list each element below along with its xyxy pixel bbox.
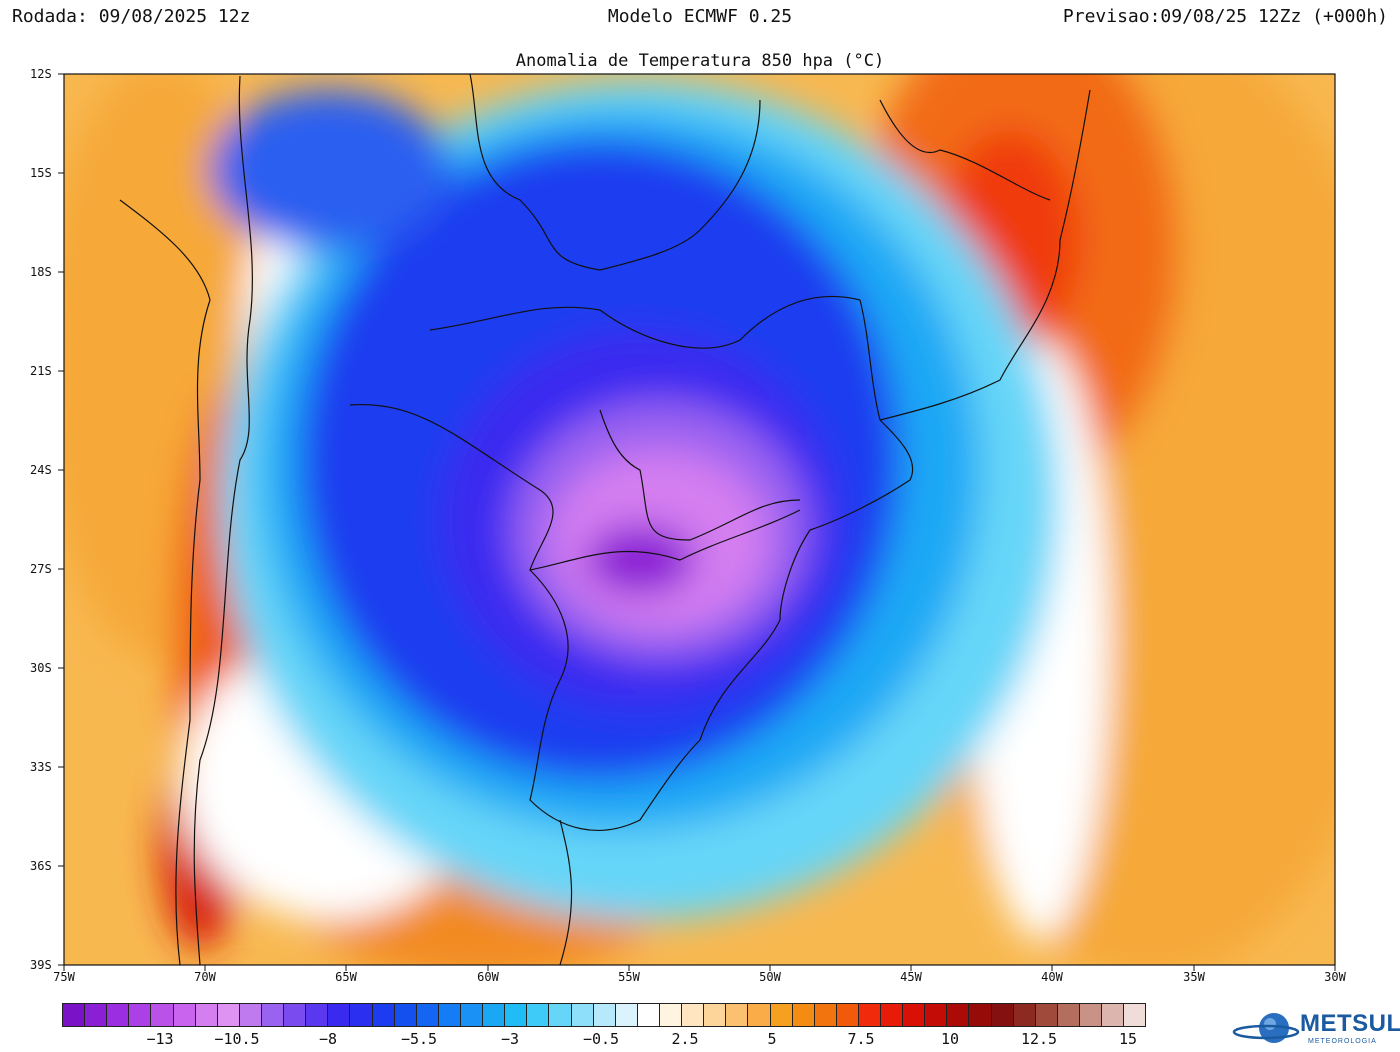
color-swatch <box>770 1004 793 1026</box>
color-swatch <box>261 1004 285 1026</box>
model-label: Modelo ECMWF 0.25 <box>607 6 793 27</box>
color-swatch <box>195 1004 218 1026</box>
color-swatch <box>1057 1004 1081 1026</box>
color-scale-label: −13 <box>146 1030 174 1048</box>
lat-label: 15S <box>30 166 52 180</box>
color-swatch <box>792 1004 815 1026</box>
color-swatch <box>460 1004 484 1026</box>
color-swatch <box>173 1004 196 1026</box>
color-swatch <box>63 1004 86 1026</box>
axis-ticks <box>58 73 1336 971</box>
color-swatch <box>682 1004 705 1026</box>
lon-label: 65W <box>335 970 357 984</box>
lon-label: 30W <box>1324 970 1346 984</box>
color-swatch <box>881 1004 904 1026</box>
color-scale-label: 2.5 <box>671 1030 699 1048</box>
color-swatch <box>328 1004 351 1026</box>
color-scale-label: −5.5 <box>400 1030 438 1048</box>
color-swatch <box>505 1004 528 1026</box>
lon-label: 45W <box>900 970 922 984</box>
color-swatch <box>438 1004 461 1026</box>
color-swatch <box>416 1004 439 1026</box>
lat-label: 27S <box>30 562 52 576</box>
color-scale-label: −8 <box>318 1030 338 1048</box>
temperature-field <box>64 74 1335 965</box>
color-swatch <box>1102 1004 1125 1026</box>
color-swatch <box>284 1004 307 1026</box>
map-title: Anomalia de Temperatura 850 hpa (°C) <box>515 51 885 71</box>
lat-label: 18S <box>30 265 52 279</box>
map-frame <box>63 73 1336 966</box>
color-swatch <box>527 1004 550 1026</box>
color-swatch <box>903 1004 926 1026</box>
logo-wordmark: METSUL <box>1300 1010 1400 1037</box>
color-swatch <box>107 1004 130 1026</box>
color-swatch <box>394 1004 417 1026</box>
globe-icon <box>1232 1013 1300 1043</box>
color-scale-label: −3 <box>500 1030 520 1048</box>
color-swatch <box>704 1004 727 1026</box>
color-swatch <box>969 1004 992 1026</box>
lat-label: 30S <box>30 661 52 675</box>
color-swatch <box>239 1004 262 1026</box>
lat-label: 36S <box>30 859 52 873</box>
lon-label: 55W <box>618 970 640 984</box>
forecast-time-label: Previsao:09/08/25 12Zz (+000h) <box>1062 6 1388 27</box>
color-swatch <box>1013 1004 1036 1026</box>
lon-label: 35W <box>1183 970 1205 984</box>
color-swatch <box>549 1004 572 1026</box>
color-swatch <box>748 1004 771 1026</box>
lon-label: 60W <box>477 970 499 984</box>
color-scale-label: 12.5 <box>1020 1030 1058 1048</box>
lat-label: 39S <box>30 958 52 972</box>
run-time-label: Rodada: 09/08/2025 12z <box>12 6 251 27</box>
color-swatch <box>1035 1004 1058 1026</box>
map-borders <box>119 74 1091 965</box>
lat-label: 24S <box>30 463 52 477</box>
color-swatch <box>991 1004 1014 1026</box>
color-scale-label: 5 <box>767 1030 777 1048</box>
color-swatch <box>1080 1004 1103 1026</box>
color-swatch <box>659 1004 683 1026</box>
color-swatch <box>306 1004 329 1026</box>
color-scale-label: 10 <box>940 1030 960 1048</box>
color-swatch <box>615 1004 638 1026</box>
color-scale-label: −10.5 <box>214 1030 260 1048</box>
lat-label: 33S <box>30 760 52 774</box>
color-swatch <box>726 1004 749 1026</box>
color-swatch <box>925 1004 948 1026</box>
color-scale-label: 7.5 <box>847 1030 875 1048</box>
color-swatch <box>1124 1004 1146 1026</box>
color-swatch <box>129 1004 152 1026</box>
color-swatch <box>85 1004 108 1026</box>
anomaly-map <box>58 73 1336 971</box>
lon-label: 70W <box>194 970 216 984</box>
metsul-logo: METSUL METEOROLOGIA <box>1232 1008 1400 1048</box>
color-scale-label: 15 <box>1118 1030 1138 1048</box>
logo-subtitle: METEOROLOGIA <box>1308 1038 1377 1045</box>
color-swatch <box>814 1004 837 1026</box>
lat-label: 12S <box>30 67 52 81</box>
color-swatch <box>947 1004 970 1026</box>
color-swatch <box>372 1004 395 1026</box>
color-swatch <box>593 1004 616 1026</box>
lon-label: 75W <box>53 970 75 984</box>
color-swatch <box>858 1004 882 1026</box>
color-scale-label: −0.5 <box>582 1030 620 1048</box>
color-scale-bar <box>62 1003 1146 1027</box>
lon-label: 50W <box>759 970 781 984</box>
lat-label: 21S <box>30 364 52 378</box>
color-swatch <box>151 1004 174 1026</box>
color-swatch <box>350 1004 373 1026</box>
color-swatch <box>571 1004 594 1026</box>
color-swatch <box>483 1004 506 1026</box>
color-swatch <box>217 1004 240 1026</box>
lon-label: 40W <box>1041 970 1063 984</box>
color-swatch <box>637 1004 660 1026</box>
color-swatch <box>836 1004 859 1026</box>
